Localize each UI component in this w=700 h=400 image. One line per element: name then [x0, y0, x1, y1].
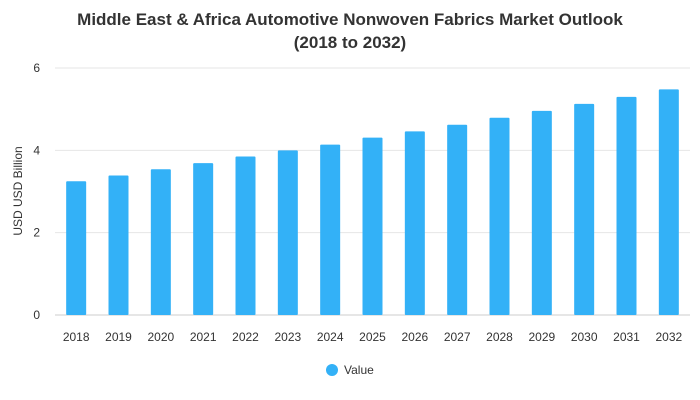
x-tick-label: 2030: [571, 330, 598, 344]
chart-title-line-2: (2018 to 2032): [294, 33, 406, 52]
x-tick-label: 2027: [444, 330, 471, 344]
x-tick-label: 2029: [528, 330, 555, 344]
bar-2023[interactable]: [277, 150, 298, 315]
x-tick-label: 2024: [317, 330, 344, 344]
bar-2030[interactable]: [574, 103, 595, 315]
y-tick-label: 4: [33, 143, 40, 157]
bar-2025[interactable]: [362, 137, 383, 315]
x-tick-label: 2028: [486, 330, 513, 344]
bar-2021[interactable]: [193, 163, 214, 315]
bar-2031[interactable]: [616, 96, 637, 315]
x-tick-label: 2031: [613, 330, 640, 344]
bar-2020[interactable]: [150, 169, 171, 315]
x-tick-label: 2019: [105, 330, 132, 344]
x-tick-label: 2026: [401, 330, 428, 344]
legend[interactable]: Value: [326, 363, 374, 377]
legend-label-value: Value: [344, 363, 374, 377]
x-tick-label: 2023: [274, 330, 301, 344]
chart-title-line-1: Middle East & Africa Automotive Nonwoven…: [77, 10, 623, 29]
y-axis-label: USD USD Billion: [11, 146, 25, 235]
y-axis-ticks: 0 2 4 6: [33, 61, 40, 322]
y-tick-label: 2: [33, 226, 40, 240]
bar-2032[interactable]: [658, 89, 679, 315]
bar-2024[interactable]: [320, 144, 341, 315]
bars: [66, 89, 679, 316]
x-axis-ticks: 2018 2019 2020 2021 2022 2023 2024 2025 2026 2027…: [63, 330, 683, 344]
bar-2027[interactable]: [447, 124, 468, 315]
y-tick-label: 6: [33, 61, 40, 75]
x-tick-label: 2018: [63, 330, 90, 344]
x-tick-label: 2022: [232, 330, 259, 344]
x-tick-label: 2032: [655, 330, 682, 344]
x-tick-label: 2020: [147, 330, 174, 344]
bar-2028[interactable]: [489, 117, 510, 315]
x-tick-label: 2021: [190, 330, 217, 344]
bar-2026[interactable]: [404, 131, 425, 315]
bar-2029[interactable]: [531, 110, 552, 316]
x-tick-label: 2025: [359, 330, 386, 344]
y-tick-label: 0: [33, 308, 40, 322]
bar-2018[interactable]: [66, 181, 87, 315]
bar-2022[interactable]: [235, 156, 256, 315]
legend-swatch-value: [326, 364, 338, 376]
bar-2019[interactable]: [108, 175, 129, 315]
